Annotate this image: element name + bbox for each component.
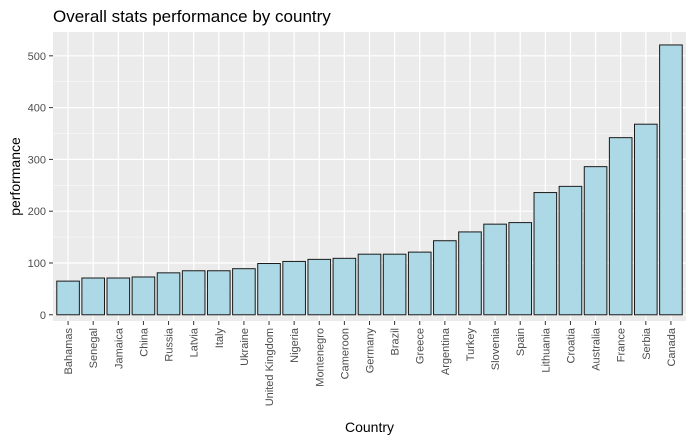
- x-tick-label: Croatia: [565, 327, 577, 363]
- bar-slovenia: [483, 223, 507, 316]
- x-tick-label: Brazil: [390, 328, 402, 356]
- bar-serbia: [634, 123, 658, 316]
- x-tick-label: Lithuania: [540, 327, 552, 373]
- bar-united-kingdom: [257, 263, 281, 316]
- bar-senegal: [81, 277, 105, 316]
- bar-lithuania: [533, 192, 558, 316]
- x-axis-ticks: Bahamas Senegal Jamaica China Russia Latvia It…: [63, 321, 678, 406]
- bar-italy: [206, 270, 231, 316]
- bar-germany: [357, 253, 382, 316]
- bar-jamaica: [106, 277, 131, 316]
- bar-australia: [583, 166, 608, 316]
- bar-cameroon: [332, 257, 357, 316]
- x-tick-label: Russia: [164, 327, 176, 362]
- bar-brazil: [382, 253, 407, 316]
- y-tick-label: 0: [40, 310, 46, 322]
- x-tick-label: Germany: [365, 328, 377, 374]
- x-tick-label: Cameroon: [339, 328, 351, 379]
- bar-croatia: [558, 185, 583, 316]
- x-tick-label: Bahamas: [63, 328, 75, 375]
- y-tick-label: 200: [28, 206, 46, 218]
- bar-russia: [156, 272, 181, 316]
- y-axis-title: performance: [7, 137, 23, 216]
- y-tick-label: 500: [28, 51, 46, 63]
- x-tick-label: Nigeria: [289, 327, 301, 363]
- bar-montenegro: [307, 258, 332, 316]
- x-tick-label: Argentina: [440, 327, 452, 375]
- x-tick-label: United Kingdom: [264, 328, 276, 406]
- x-tick-label: Greece: [415, 328, 427, 364]
- x-tick-label: Canada: [666, 327, 678, 366]
- bar-latvia: [181, 270, 206, 316]
- bar-nigeria: [282, 260, 306, 316]
- bar-argentina: [433, 240, 457, 316]
- bar-spain: [508, 222, 533, 316]
- x-tick-label: Australia: [591, 327, 603, 371]
- x-tick-label: Montenegro: [314, 328, 326, 387]
- x-tick-label: Jamaica: [113, 327, 125, 369]
- bar-france: [608, 137, 633, 316]
- y-axis-ticks: 0 100 200 300 400 500: [28, 51, 53, 322]
- x-tick-label: China: [138, 327, 150, 357]
- y-tick-label: 100: [28, 258, 46, 270]
- bar-china: [131, 276, 156, 316]
- x-tick-label: Turkey: [465, 328, 477, 362]
- x-axis-title: Country: [345, 419, 394, 435]
- bar-canada: [659, 44, 683, 316]
- bar-ukraine: [232, 268, 256, 316]
- y-tick-label: 400: [28, 103, 46, 115]
- x-tick-label: Serbia: [641, 327, 653, 360]
- bar-turkey: [458, 231, 482, 316]
- x-tick-label: Spain: [515, 328, 527, 356]
- x-tick-label: Senegal: [88, 328, 100, 368]
- x-tick-label: Italy: [214, 328, 226, 349]
- x-tick-label: France: [616, 328, 628, 362]
- y-tick-label: 300: [28, 154, 46, 166]
- chart-title: Overall stats performance by country: [53, 7, 331, 26]
- bar-bahamas: [56, 280, 80, 316]
- x-tick-label: Latvia: [189, 327, 201, 357]
- x-tick-label: Ukraine: [239, 328, 251, 366]
- bar-greece: [407, 251, 432, 316]
- bars: [56, 44, 683, 316]
- x-tick-label: Slovenia: [490, 327, 502, 370]
